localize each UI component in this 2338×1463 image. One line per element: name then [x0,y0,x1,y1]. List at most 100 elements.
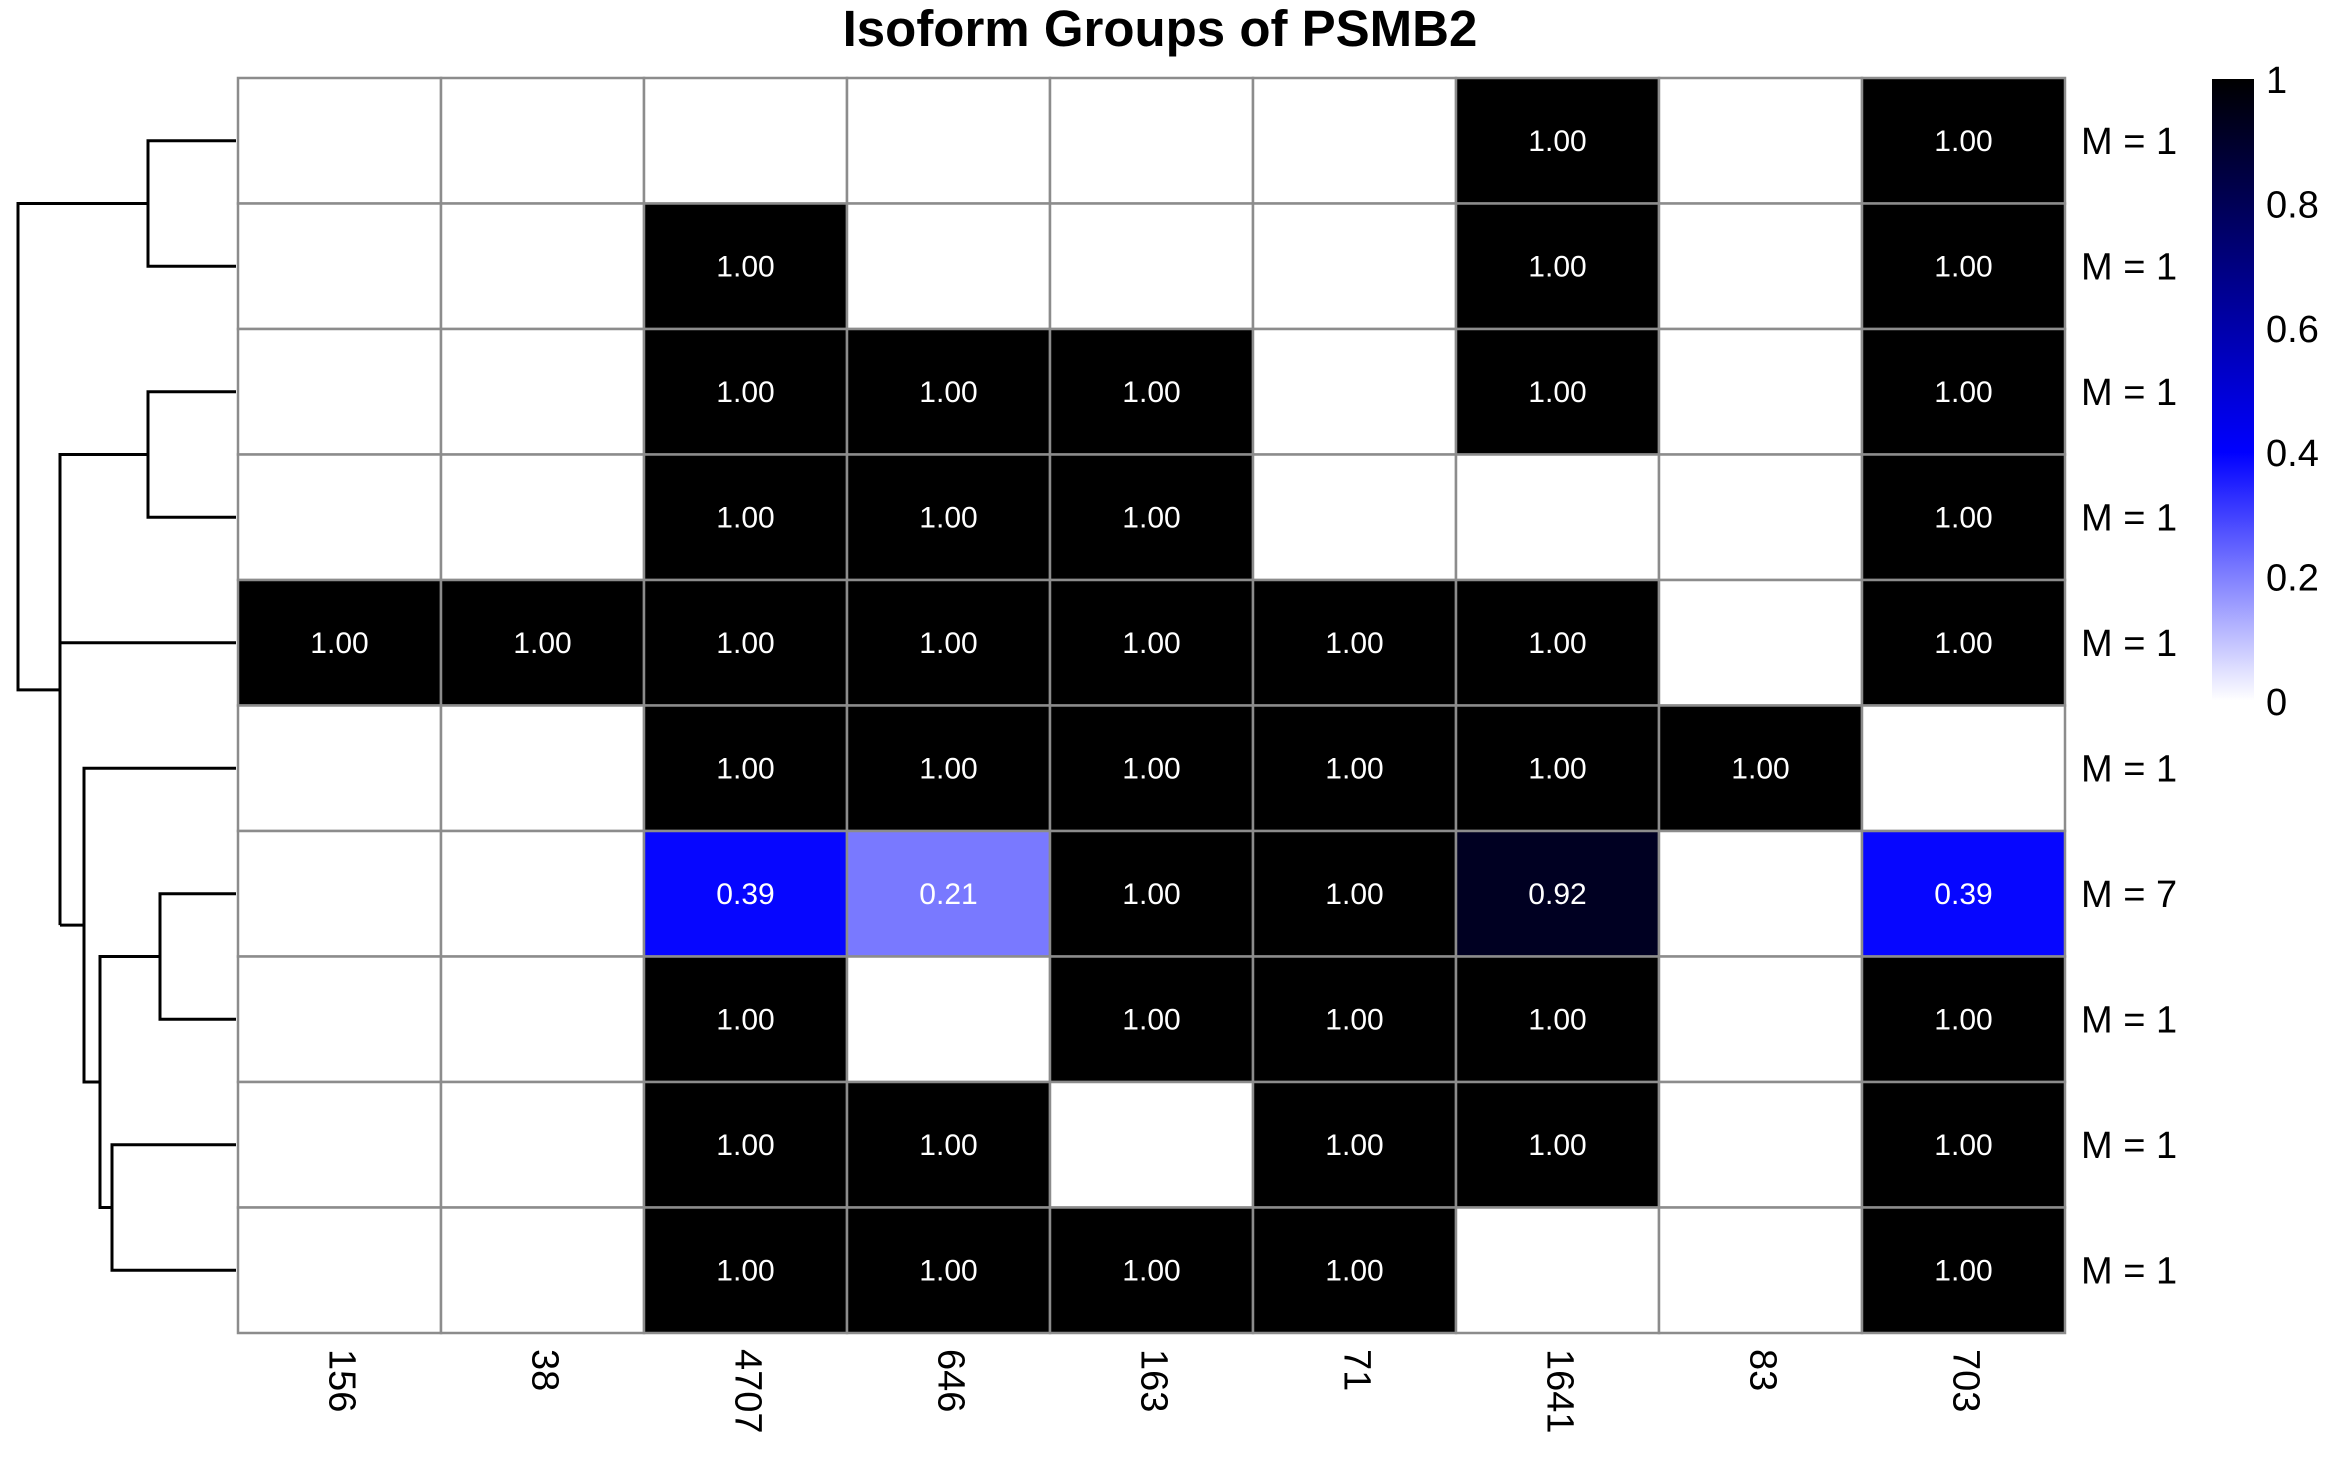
cell-value-label: 0.92 [1528,878,1586,911]
heatmap-cell [642,76,849,205]
heatmap-cell [236,76,443,205]
heatmap-cell [1251,76,1458,205]
heatmap-cell [845,76,1052,205]
row-label: M = 1 [2081,121,2177,163]
heatmap-cell [1454,704,1661,833]
row-label: M = 1 [2081,497,2177,539]
cell-value-label: 1.00 [716,752,774,785]
heatmap-cell [439,453,646,582]
heatmap-cell [236,327,443,456]
column-label: 4707 [726,1349,768,1434]
heatmap-cell [236,453,443,582]
heatmap-cell [439,76,646,205]
row-label: M = 1 [2081,1250,2177,1292]
heatmap-cell [642,955,849,1084]
row-dendrogram [16,139,236,1272]
cell-value-label: 1.00 [1528,627,1586,660]
row-label: M = 1 [2081,1125,2177,1167]
heatmap-cell [1454,202,1661,331]
heatmap-cells: 1.00 1.00 1.00 1.00 1.00 1.00 1.00 1.00 1.00 1.00… [236,76,2067,1335]
cell-value-label: 1.00 [1122,1254,1180,1287]
heatmap-cell [845,704,1052,833]
column-label: 703 [1944,1349,1986,1412]
heatmap-cell [236,1206,443,1335]
cell-value-label: 1.00 [919,376,977,409]
heatmap-cell [1860,1080,2067,1209]
cell-value-label: 1.00 [1934,1254,1992,1287]
cell-value-label: 1.00 [1528,1003,1586,1036]
heatmap-cell [1048,1206,1255,1335]
heatmap-cell [1251,829,1458,958]
cell-value-label: 1.00 [1528,250,1586,283]
dendrogram-branch [146,139,236,268]
heatmap-cell [642,829,849,958]
heatmap-cell [1454,1206,1661,1335]
heatmap-cell [1657,704,1864,833]
heatmap-cell [1251,327,1458,456]
heatmap-cell [1048,202,1255,331]
heatmap-cell [1251,578,1458,707]
heatmap-cell [236,704,443,833]
legend-tick-label: 1 [2266,60,2287,102]
heatmap-cell [1454,327,1661,456]
row-labels: M = 1 M = 1 M = 1 M = 1 M = 1 M = 1 M = 7 M = 1… [2081,121,2177,1293]
cell-value-label: 0.39 [716,878,774,911]
cell-value-label: 1.00 [1934,376,1992,409]
cell-value-label: 0.39 [1934,878,1992,911]
dendrogram-branch [158,892,236,1021]
cell-value-label: 1.00 [1122,1003,1180,1036]
heatmap-cell [642,453,849,582]
column-label: 1641 [1538,1349,1580,1434]
cell-value-label: 1.00 [310,627,368,660]
legend-gradient-bar [2212,79,2254,701]
cell-value-label: 1.00 [716,376,774,409]
color-legend: 0 0.2 0.4 0.6 0.8 1 [2212,60,2319,724]
cell-value-label: 1.00 [1528,125,1586,158]
heatmap-cell [1454,76,1661,205]
heatmap-cell [845,955,1052,1084]
row-label: M = 1 [2081,372,2177,414]
heatmap-cell [845,578,1052,707]
cell-value-label: 1.00 [1934,627,1992,660]
heatmap-cell [439,202,646,331]
dendrogram-branch [110,1143,236,1272]
row-label: M = 1 [2081,748,2177,790]
cell-value-label: 1.00 [716,501,774,534]
cell-value-label: 1.00 [1325,1129,1383,1162]
heatmap-cell [642,1206,849,1335]
heatmap-cell [439,955,646,1084]
heatmap-cell [1657,76,1864,205]
heatmap-cell [1860,578,2067,707]
cell-value-label: 1.00 [1122,627,1180,660]
legend-tick-label: 0.2 [2266,558,2319,600]
heatmap-cell [1251,202,1458,331]
heatmap-cell [845,453,1052,582]
dendrogram-branch [16,202,148,692]
heatmap-cell [1860,1206,2067,1335]
cell-value-label: 1.00 [1934,125,1992,158]
row-label: M = 1 [2081,999,2177,1041]
heatmap-cell [1454,453,1661,582]
heatmap-cell [1048,578,1255,707]
heatmap-cell [1657,453,1864,582]
heatmap-cell [236,955,443,1084]
column-label: 71 [1335,1349,1377,1391]
cell-value-label: 1.00 [919,752,977,785]
cell-value-label: 1.00 [1528,376,1586,409]
cell-value-label: 1.00 [1731,752,1789,785]
cell-value-label: 1.00 [1528,752,1586,785]
row-label: M = 1 [2081,246,2177,288]
cell-value-label: 1.00 [1122,878,1180,911]
heatmap-cell [1048,76,1255,205]
cell-value-label: 1.00 [1934,250,1992,283]
cell-value-label: 1.00 [716,1129,774,1162]
cell-value-label: 1.00 [1122,752,1180,785]
column-labels: 156 38 4707 646 163 71 1641 83 703 [320,1349,1986,1434]
cell-value-label: 1.00 [1325,878,1383,911]
cell-value-label: 1.00 [1325,627,1383,660]
column-label: 38 [523,1349,565,1391]
legend-tick-label: 0 [2266,682,2287,724]
cell-value-label: 1.00 [1122,501,1180,534]
cell-value-label: 1.00 [919,501,977,534]
